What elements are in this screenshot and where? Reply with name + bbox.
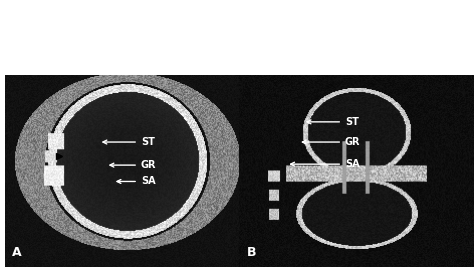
- Text: GR: GR: [110, 160, 156, 170]
- Text: A: A: [12, 246, 21, 259]
- Text: ST: ST: [307, 117, 359, 127]
- Text: B: B: [246, 246, 256, 259]
- Text: SA: SA: [117, 176, 155, 186]
- Text: ST: ST: [103, 137, 155, 147]
- Text: SA: SA: [291, 159, 360, 169]
- Text: GR: GR: [302, 137, 360, 147]
